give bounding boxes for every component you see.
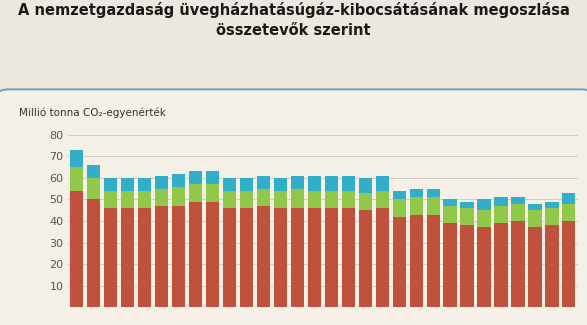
Bar [223, 191, 236, 208]
Bar [70, 167, 83, 191]
Bar [376, 191, 389, 208]
Bar [477, 200, 491, 210]
Bar [121, 208, 134, 307]
Text: A nemzetgazdaság üvegházhatásúgáz-kibocsátásának megoszlása
összetevők szerint: A nemzetgazdaság üvegházhatásúgáz-kibocs… [18, 2, 569, 38]
Bar [325, 191, 338, 208]
Bar [189, 172, 202, 184]
Bar [444, 200, 457, 206]
Bar [342, 208, 355, 307]
Bar [359, 193, 372, 210]
Bar [528, 204, 542, 210]
Bar [206, 184, 219, 202]
Bar [376, 176, 389, 191]
Bar [460, 225, 474, 307]
Bar [138, 208, 151, 307]
Bar [308, 176, 321, 191]
Bar [393, 200, 406, 217]
Bar [104, 208, 117, 307]
Bar [444, 223, 457, 307]
Bar [172, 174, 185, 187]
Bar [104, 178, 117, 191]
Bar [545, 208, 558, 225]
Bar [325, 208, 338, 307]
Bar [427, 214, 440, 307]
Bar [528, 227, 542, 307]
Bar [291, 176, 304, 189]
Bar [410, 197, 423, 215]
Bar [460, 202, 474, 208]
Bar [427, 189, 440, 197]
Bar [70, 150, 83, 167]
Bar [545, 202, 558, 208]
Bar [460, 208, 474, 225]
Bar [494, 223, 508, 307]
Bar [104, 191, 117, 208]
Bar [562, 193, 575, 204]
Bar [87, 178, 100, 200]
Bar [223, 208, 236, 307]
Bar [410, 189, 423, 197]
Bar [291, 189, 304, 208]
Bar [70, 191, 83, 307]
Bar [410, 214, 423, 307]
Bar [155, 176, 168, 189]
Bar [342, 191, 355, 208]
Text: Millió tonna CO₂-egyenérték: Millió tonna CO₂-egyenérték [19, 107, 166, 118]
Bar [376, 208, 389, 307]
Bar [138, 178, 151, 191]
Bar [257, 189, 270, 206]
Bar [274, 208, 287, 307]
Bar [359, 178, 372, 193]
Bar [87, 165, 100, 178]
Bar [87, 200, 100, 307]
Bar [427, 197, 440, 215]
Bar [511, 204, 525, 221]
Bar [240, 208, 253, 307]
Bar [189, 202, 202, 307]
Bar [189, 184, 202, 202]
Bar [155, 206, 168, 307]
Bar [562, 204, 575, 221]
Bar [393, 191, 406, 200]
Bar [359, 210, 372, 307]
Bar [206, 202, 219, 307]
Bar [155, 189, 168, 206]
Bar [240, 178, 253, 191]
Bar [257, 176, 270, 189]
Bar [511, 221, 525, 307]
Bar [342, 176, 355, 191]
Bar [274, 191, 287, 208]
Bar [511, 197, 525, 204]
Bar [444, 206, 457, 223]
Bar [393, 217, 406, 307]
Bar [223, 178, 236, 191]
Bar [206, 172, 219, 184]
Bar [308, 208, 321, 307]
Bar [172, 206, 185, 307]
Bar [121, 178, 134, 191]
Bar [528, 210, 542, 228]
Bar [477, 227, 491, 307]
Bar [562, 221, 575, 307]
Bar [240, 191, 253, 208]
Bar [291, 208, 304, 307]
Bar [545, 225, 558, 307]
Bar [325, 176, 338, 191]
Bar [494, 206, 508, 223]
Bar [274, 178, 287, 191]
Bar [494, 197, 508, 206]
Bar [138, 191, 151, 208]
Bar [172, 187, 185, 206]
Bar [308, 191, 321, 208]
Bar [477, 210, 491, 228]
Bar [121, 191, 134, 208]
Bar [257, 206, 270, 307]
